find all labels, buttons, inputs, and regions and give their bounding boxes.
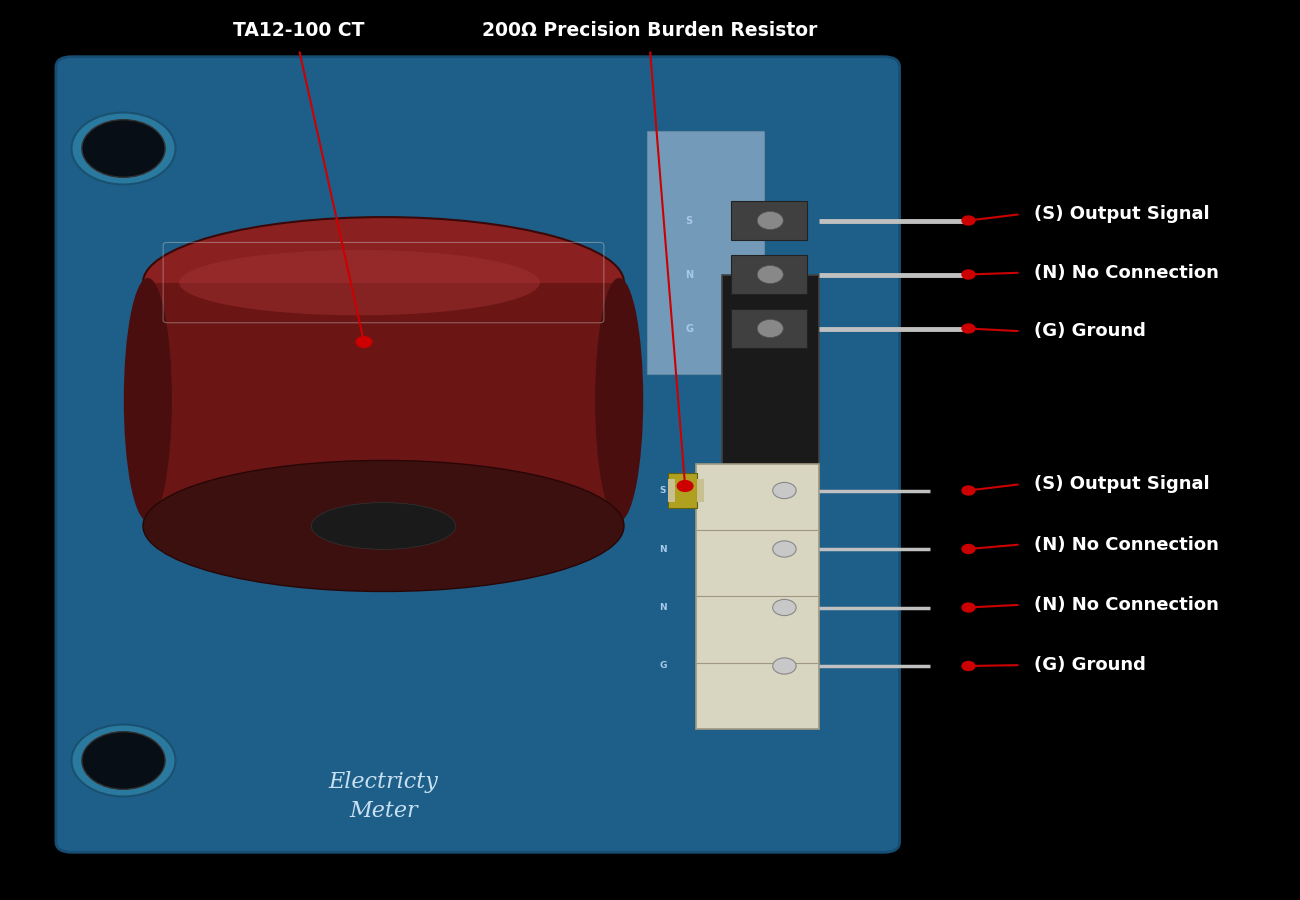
Bar [731,201,807,240]
Bar [143,283,624,526]
Text: (G) Ground: (G) Ground [1034,656,1145,674]
FancyBboxPatch shape [647,130,764,374]
Text: Electricty
Meter: Electricty Meter [329,771,438,822]
Bar [731,309,807,348]
Circle shape [757,266,783,284]
Circle shape [772,599,796,616]
Ellipse shape [143,461,624,591]
Circle shape [757,320,783,338]
Circle shape [962,324,975,333]
Text: 200Ω Precision Burden Resistor: 200Ω Precision Burden Resistor [482,22,818,40]
Circle shape [757,212,783,230]
Text: (S) Output Signal: (S) Output Signal [1034,205,1209,223]
Circle shape [772,541,796,557]
Text: G: G [659,662,667,670]
Text: (N) No Connection: (N) No Connection [1034,536,1218,554]
Ellipse shape [595,278,644,521]
Text: (N) No Connection: (N) No Connection [1034,596,1218,614]
Circle shape [72,724,176,796]
Text: N: N [659,603,667,612]
Circle shape [962,603,975,612]
Ellipse shape [179,250,540,315]
Circle shape [772,658,796,674]
Bar [731,255,807,294]
Text: G: G [685,323,693,334]
Bar [722,274,819,490]
Bar [668,479,676,502]
Text: N: N [659,544,667,554]
Text: (N) No Connection: (N) No Connection [1034,264,1218,282]
Text: (S) Output Signal: (S) Output Signal [1034,475,1209,493]
Text: (G) Ground: (G) Ground [1034,322,1145,340]
Text: S: S [659,486,666,495]
Circle shape [962,544,975,554]
Ellipse shape [143,217,624,348]
Circle shape [72,112,176,184]
Circle shape [962,486,975,495]
Bar [696,464,819,729]
Circle shape [82,120,165,177]
Circle shape [962,662,975,670]
Circle shape [962,216,975,225]
FancyBboxPatch shape [56,57,900,852]
Circle shape [962,270,975,279]
Text: S: S [685,215,693,226]
Circle shape [82,732,165,789]
Circle shape [356,337,372,347]
Text: TA12-100 CT: TA12-100 CT [233,22,365,40]
Ellipse shape [124,278,172,521]
Ellipse shape [312,502,456,549]
Circle shape [772,482,796,499]
Text: N: N [685,269,693,280]
Bar [668,473,697,508]
Bar [697,479,705,502]
Circle shape [677,481,693,491]
